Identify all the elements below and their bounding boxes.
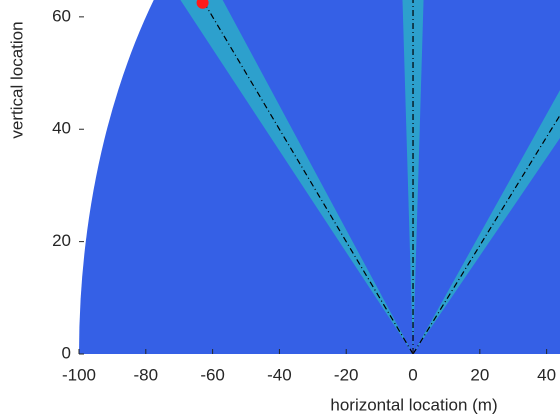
y-tick-label: 60	[52, 6, 71, 25]
beam-glow	[402, 0, 424, 354]
x-tick-label: -100	[62, 365, 96, 384]
target	[196, 0, 209, 9]
x-tick-label: -40	[267, 365, 292, 384]
x-tick-label: 40	[537, 365, 556, 384]
y-tick-label: 0	[62, 343, 71, 362]
y-axis-label: vertical location	[7, 21, 26, 138]
x-axis-label: horizontal location (m)	[330, 395, 497, 414]
x-tick-label: -60	[200, 365, 225, 384]
y-tick-label: 20	[52, 231, 71, 250]
plot-area	[79, 0, 560, 354]
x-tick-label: -80	[134, 365, 159, 384]
beam-glow	[413, 90, 560, 354]
x-tick-label: 20	[470, 365, 489, 384]
beam-glow	[180, 0, 414, 354]
x-tick-label: -20	[334, 365, 359, 384]
y-tick-label: 40	[52, 119, 71, 138]
x-tick-label: 0	[408, 365, 417, 384]
fan	[79, 0, 560, 354]
